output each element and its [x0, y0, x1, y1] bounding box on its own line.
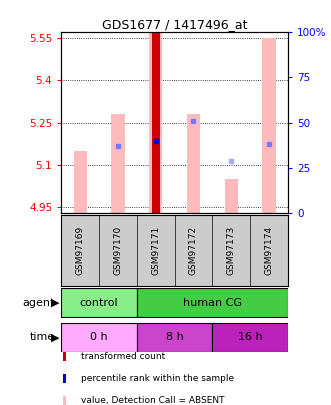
Bar: [137, 322, 213, 352]
Text: ▶: ▶: [51, 332, 60, 342]
Text: GSM97170: GSM97170: [114, 226, 122, 275]
Text: ▶: ▶: [51, 298, 60, 308]
Text: GSM97171: GSM97171: [151, 226, 160, 275]
Bar: [61, 288, 137, 318]
Bar: [111, 114, 124, 213]
Text: GSM97174: GSM97174: [264, 226, 274, 275]
Bar: [262, 38, 276, 213]
Text: GSM97173: GSM97173: [227, 226, 236, 275]
Text: human CG: human CG: [183, 298, 242, 308]
Bar: [61, 322, 137, 352]
Bar: [187, 114, 200, 213]
Text: control: control: [80, 298, 118, 308]
Bar: [225, 179, 238, 213]
Bar: [137, 288, 288, 318]
Bar: [213, 322, 288, 352]
Text: agent: agent: [22, 298, 55, 308]
Bar: [149, 32, 162, 213]
Bar: [152, 32, 160, 213]
Bar: [73, 151, 87, 213]
Text: 0 h: 0 h: [90, 332, 108, 342]
Text: 16 h: 16 h: [238, 332, 262, 342]
Title: GDS1677 / 1417496_at: GDS1677 / 1417496_at: [102, 18, 247, 31]
Text: time: time: [29, 332, 55, 342]
Text: percentile rank within the sample: percentile rank within the sample: [81, 374, 234, 383]
Text: value, Detection Call = ABSENT: value, Detection Call = ABSENT: [81, 396, 225, 405]
Text: 8 h: 8 h: [166, 332, 183, 342]
Text: transformed count: transformed count: [81, 352, 166, 361]
Text: GSM97169: GSM97169: [75, 226, 85, 275]
Text: GSM97172: GSM97172: [189, 226, 198, 275]
